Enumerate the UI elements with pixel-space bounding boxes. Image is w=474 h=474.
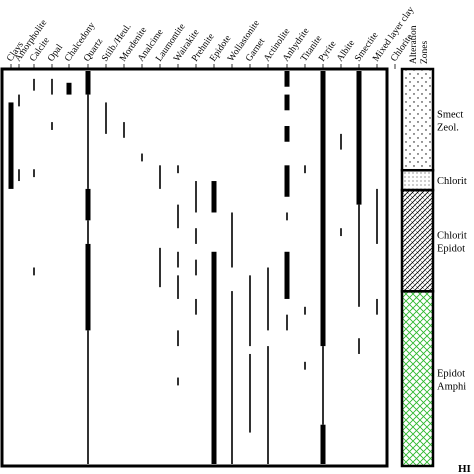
mineral-plot-frame (0, 67, 389, 468)
occurrence-bar-quartz-3 (85, 188, 91, 221)
occurrence-bar-quartz-5 (85, 243, 91, 331)
zone-label-chlorite-epidote-line2: Epidot (437, 244, 465, 255)
occurrence-bar-mixed-layer-clay-1 (376, 188, 378, 244)
zones-header-line1: Alteration (409, 25, 419, 64)
occurrence-bar-quartz-6 (87, 330, 89, 464)
occurrence-bar-wairakite-3 (177, 251, 179, 268)
occurrence-bar-clays-1 (8, 102, 14, 189)
occurrence-bar-garnet-2 (249, 353, 251, 433)
occurrence-bar-laumontite-1 (159, 165, 161, 189)
occurrence-bar-wollastonite-2 (231, 291, 233, 464)
zones-header-line2: Zones (420, 40, 430, 64)
occurrence-bar-laumontite-2 (159, 247, 161, 288)
mineral-labels: ClaysAmorpholiteCalciteOpalChalcedonyQua… (5, 5, 416, 64)
occurrence-bar-garnet-1 (249, 275, 251, 347)
occurrence-bar-wairakite-5 (177, 330, 179, 347)
occurrence-bar-actinolite-1 (267, 267, 269, 331)
occurrence-bar-epidote-2 (211, 251, 217, 464)
mineral-occurrence-bars (8, 71, 378, 464)
occurrence-bar-prehnite-2 (195, 228, 197, 244)
occurrence-bar-wairakite-6 (177, 377, 179, 386)
occurrence-bar-titanite-2 (304, 306, 306, 315)
footer-text: HI (458, 463, 471, 474)
occurrence-bar-prehnite-3 (195, 259, 197, 276)
occurrence-bar-mordenite-1 (123, 122, 125, 138)
occurrence-bar-smectite-2 (358, 204, 360, 307)
zone-label-smectite-zeolite-line1: Smect (437, 110, 463, 121)
zone-label-epidote-amphibole-line1: Epidot (437, 369, 465, 380)
occurrence-bar-anhydrite-4 (284, 165, 290, 197)
occurrence-bar-prehnite-1 (195, 181, 197, 213)
zone-label-chlorite-epidote-line1: Chlorit (437, 231, 467, 242)
occurrence-bar-wollastonite-1 (231, 212, 233, 268)
occurrence-bar-opal-1 (51, 78, 53, 95)
occurrence-bar-albite-2 (340, 228, 342, 237)
occurrence-bar-smectite-3 (358, 338, 360, 354)
occurrence-bar-epidote-1 (211, 181, 217, 213)
zone-box-epidote-amphibole (400, 290, 435, 468)
occurrence-bar-mixed-layer-clay-2 (376, 298, 378, 315)
occurrence-bar-quartz-1 (85, 71, 91, 95)
occurrence-bar-anhydrite-6 (284, 251, 290, 299)
occurrence-bar-anhydrite-5 (286, 212, 288, 221)
zone-label-smectite-zeolite-line2: Zeol. (437, 123, 459, 134)
alteration-zones-header: AlterationZones (409, 25, 430, 64)
occurrence-bar-titanite-3 (304, 361, 306, 370)
occurrence-bar-smectite-1 (356, 71, 362, 205)
occurrence-bar-anhydrite-1 (284, 71, 290, 87)
occurrence-bar-albite-1 (340, 133, 342, 150)
occurrence-bar-calcite-2 (33, 169, 35, 178)
occurrence-bar-actinolite-2 (267, 346, 269, 464)
occurrence-bar-pyrite-3 (320, 424, 326, 464)
occurrence-bar-anhydrite-7 (286, 314, 288, 331)
occurrence-bar-wairakite-2 (177, 204, 179, 229)
occurrence-bar-quartz-4 (87, 220, 89, 244)
occurrence-bar-prehnite-4 (195, 298, 197, 315)
zone-box-chlorite-epidote (400, 188, 435, 293)
occurrence-bar-stilb-heul-1 (105, 102, 107, 134)
mineral-label-opal: Opal (46, 43, 65, 64)
occurrence-bar-wairakite-1 (177, 165, 179, 174)
occurrence-bar-pyrite-2 (322, 346, 324, 425)
alteration-zones-column: Smect Zeol. Chlorit Chlorit Epidot Epidot Amph… (400, 67, 467, 468)
zone-box-chlorite (400, 168, 435, 192)
mineral-label-albite: Albite (335, 39, 357, 64)
occurrence-bar-amorpholite-2 (18, 169, 20, 182)
occurrence-bar-amorpholite-1 (18, 94, 20, 107)
occurrence-bar-calcite-1 (33, 78, 35, 91)
occurrence-bar-calcite-3 (33, 267, 35, 276)
occurrence-bar-chalcedony-1 (66, 82, 72, 95)
occurrence-bar-wairakite-4 (177, 275, 179, 299)
occurrence-bar-anhydrite-3 (284, 126, 290, 142)
zone-box-smectite-zeolite (400, 67, 435, 172)
occurrence-bar-titanite-1 (304, 165, 306, 174)
occurrence-bar-anhydrite-2 (284, 94, 290, 111)
occurrence-bar-analcime-1 (141, 153, 143, 162)
occurrence-bar-pyrite-1 (320, 71, 326, 347)
zone-label-epidote-amphibole-line2: Amphi (437, 382, 466, 393)
occurrence-bar-opal-2 (51, 122, 53, 130)
zone-label-chlorite-line1: Chlorit (437, 176, 467, 187)
occurrence-bar-quartz-2 (87, 94, 89, 189)
